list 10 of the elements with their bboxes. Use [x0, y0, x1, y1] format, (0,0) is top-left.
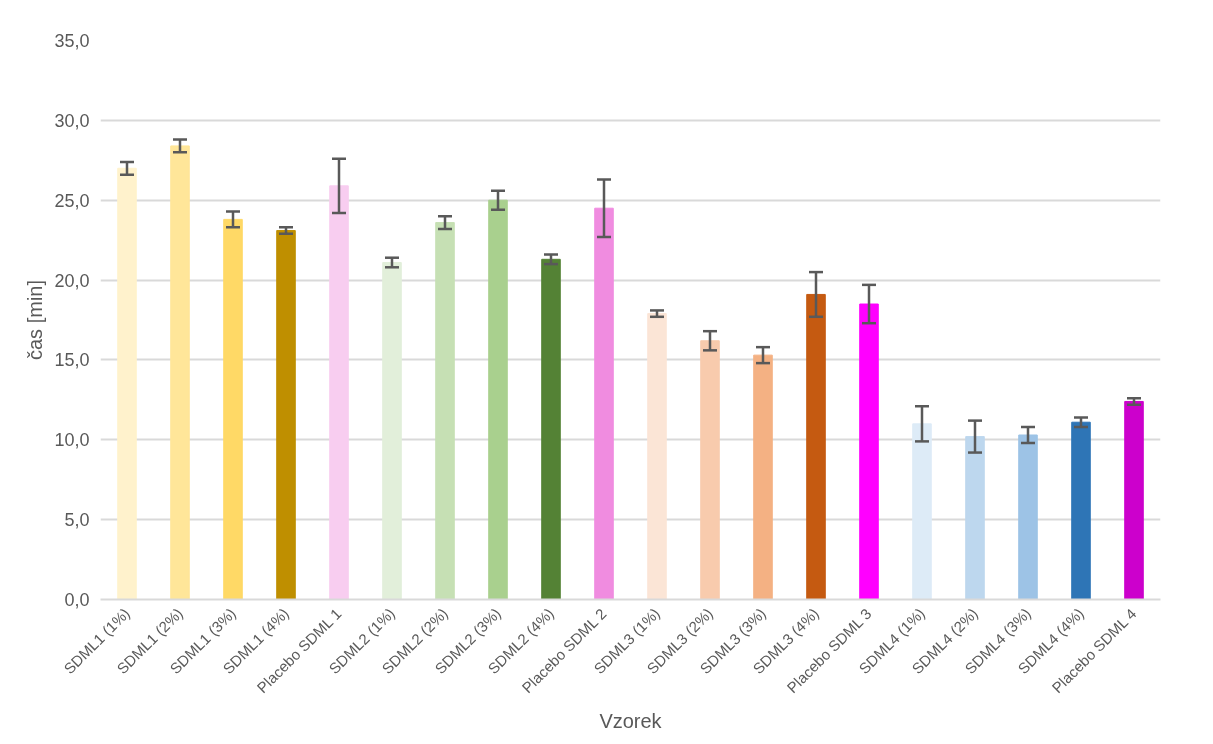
- y-axis-title: čas [min]: [24, 279, 47, 361]
- y-tick-label: 35,0: [54, 31, 90, 51]
- y-tick-label: 20,0: [54, 270, 90, 291]
- y-tick-label: 30,0: [54, 110, 90, 131]
- y-tick-label: 0,0: [64, 590, 90, 610]
- y-tick-label: 10,0: [54, 430, 90, 451]
- y-tick-label: 25,0: [54, 190, 90, 211]
- y-tick-label: 15,0: [54, 350, 90, 371]
- y-tick-label: 5,0: [64, 510, 90, 531]
- x-axis-title: Vzorek: [599, 710, 663, 733]
